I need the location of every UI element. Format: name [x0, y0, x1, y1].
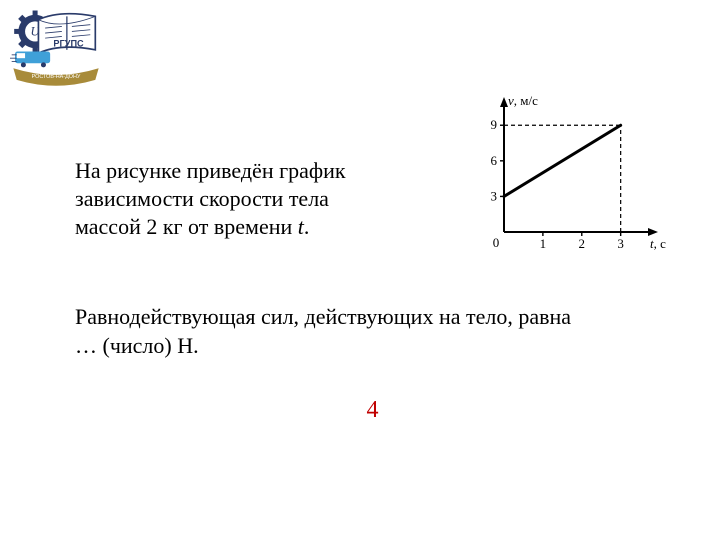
problem-text-1b: . [304, 214, 310, 239]
logo-svg: U РГУПС РОСТОВ-НА-ДОНУ [10, 8, 102, 87]
svg-text:3: 3 [491, 188, 498, 203]
svg-text:3: 3 [617, 236, 624, 251]
svg-text:2: 2 [579, 236, 586, 251]
logo-ribbon-text: РОСТОВ-НА-ДОНУ [32, 74, 81, 80]
chart-svg: 1 2 3 3 6 9 0 v, м/с t, с [470, 93, 670, 258]
svg-text:t, с: t, с [650, 236, 666, 251]
problem-text-2: Равнодействующая сил, действующих на тел… [75, 303, 595, 360]
svg-text:v, м/с: v, м/с [508, 93, 538, 108]
answer-value: 4 [75, 397, 670, 424]
problem-text-1: На рисунке приведён график зависимости с… [75, 157, 395, 241]
svg-text:1: 1 [540, 236, 547, 251]
logo-main-text: РГУПС [53, 38, 84, 48]
slide-body: На рисунке приведён график зависимости с… [75, 135, 670, 424]
svg-text:0: 0 [493, 235, 500, 250]
institution-logo: U РГУПС РОСТОВ-НА-ДОНУ [10, 8, 102, 92]
problem-row: На рисунке приведён график зависимости с… [75, 135, 670, 263]
velocity-chart: 1 2 3 3 6 9 0 v, м/с t, с [470, 93, 670, 263]
svg-text:9: 9 [491, 117, 498, 132]
svg-text:6: 6 [491, 153, 498, 168]
